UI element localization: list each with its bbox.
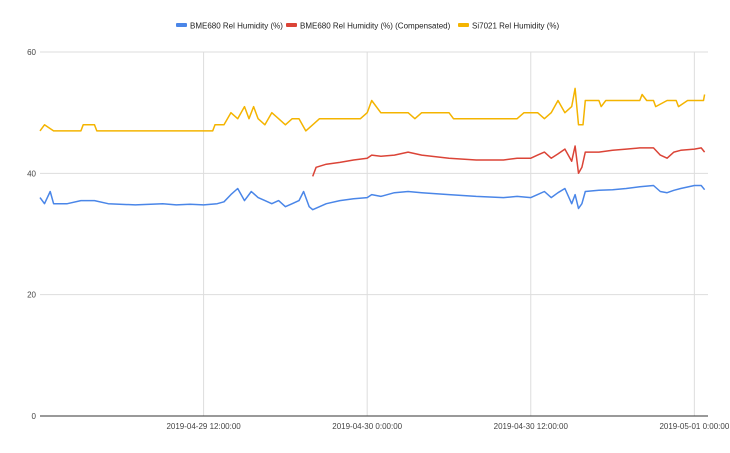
x-tick-label: 2019-04-30 12:00:00 xyxy=(494,422,569,431)
series-line xyxy=(311,145,706,177)
x-tick-label: 2019-05-01 0:00:00 xyxy=(659,422,729,431)
legend-item: Si7021 Rel Humidity (%) xyxy=(458,22,559,31)
series-line xyxy=(39,87,706,132)
x-axis-tick-labels: 2019-04-29 12:00:00 2019-04-30 0:00:00 201… xyxy=(166,422,729,431)
legend-swatch xyxy=(286,23,297,27)
y-tick-label: 0 xyxy=(32,412,37,421)
legend-item: BME680 Rel Humidity (%) (Compensated) xyxy=(286,22,451,31)
series-line xyxy=(39,184,706,211)
legend-item: BME680 Rel Humidity (%) xyxy=(176,22,283,31)
legend: BME680 Rel Humidity (%) BME680 Rel Humidi… xyxy=(176,22,559,31)
legend-label: BME680 Rel Humidity (%) (Compensated) xyxy=(300,22,451,31)
legend-label: Si7021 Rel Humidity (%) xyxy=(472,22,559,31)
x-tick-label: 2019-04-29 12:00:00 xyxy=(166,422,241,431)
legend-label: BME680 Rel Humidity (%) xyxy=(190,22,283,31)
y-tick-label: 40 xyxy=(27,169,36,178)
x-tick-label: 2019-04-30 0:00:00 xyxy=(332,422,402,431)
legend-swatch xyxy=(458,23,469,27)
series-lines xyxy=(39,87,706,211)
y-tick-label: 20 xyxy=(27,291,36,300)
legend-swatch xyxy=(176,23,187,27)
y-axis-tick-labels: 0 20 40 60 xyxy=(27,48,36,421)
y-tick-label: 60 xyxy=(27,48,36,57)
